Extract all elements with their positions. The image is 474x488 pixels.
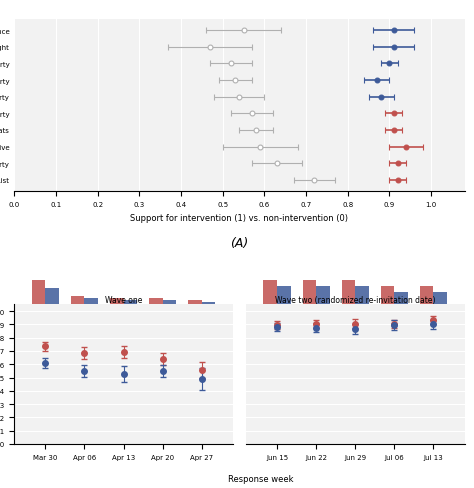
Bar xyxy=(264,281,277,305)
Text: (A): (A) xyxy=(230,237,248,250)
Bar xyxy=(419,287,433,305)
Bar xyxy=(355,287,369,305)
Bar xyxy=(84,299,98,305)
Title: Wave two (randomized re-invitation date): Wave two (randomized re-invitation date) xyxy=(275,295,436,304)
Text: Response week: Response week xyxy=(228,474,293,483)
Bar xyxy=(32,281,46,305)
Bar xyxy=(163,301,176,305)
Bar xyxy=(316,287,330,305)
Bar xyxy=(124,301,137,305)
X-axis label: Support for intervention (1) vs. non-intervention (0): Support for intervention (1) vs. non-int… xyxy=(130,213,348,223)
Bar xyxy=(302,281,316,305)
Bar xyxy=(277,287,291,305)
Bar xyxy=(381,287,394,305)
Bar xyxy=(110,299,124,305)
Bar xyxy=(188,301,201,305)
Bar xyxy=(149,299,163,305)
Bar xyxy=(342,281,355,305)
Bar xyxy=(433,293,447,305)
Bar xyxy=(394,293,408,305)
Bar xyxy=(71,297,84,305)
Bar xyxy=(46,289,59,305)
Title: Wave one: Wave one xyxy=(105,295,142,304)
Bar xyxy=(201,303,215,305)
